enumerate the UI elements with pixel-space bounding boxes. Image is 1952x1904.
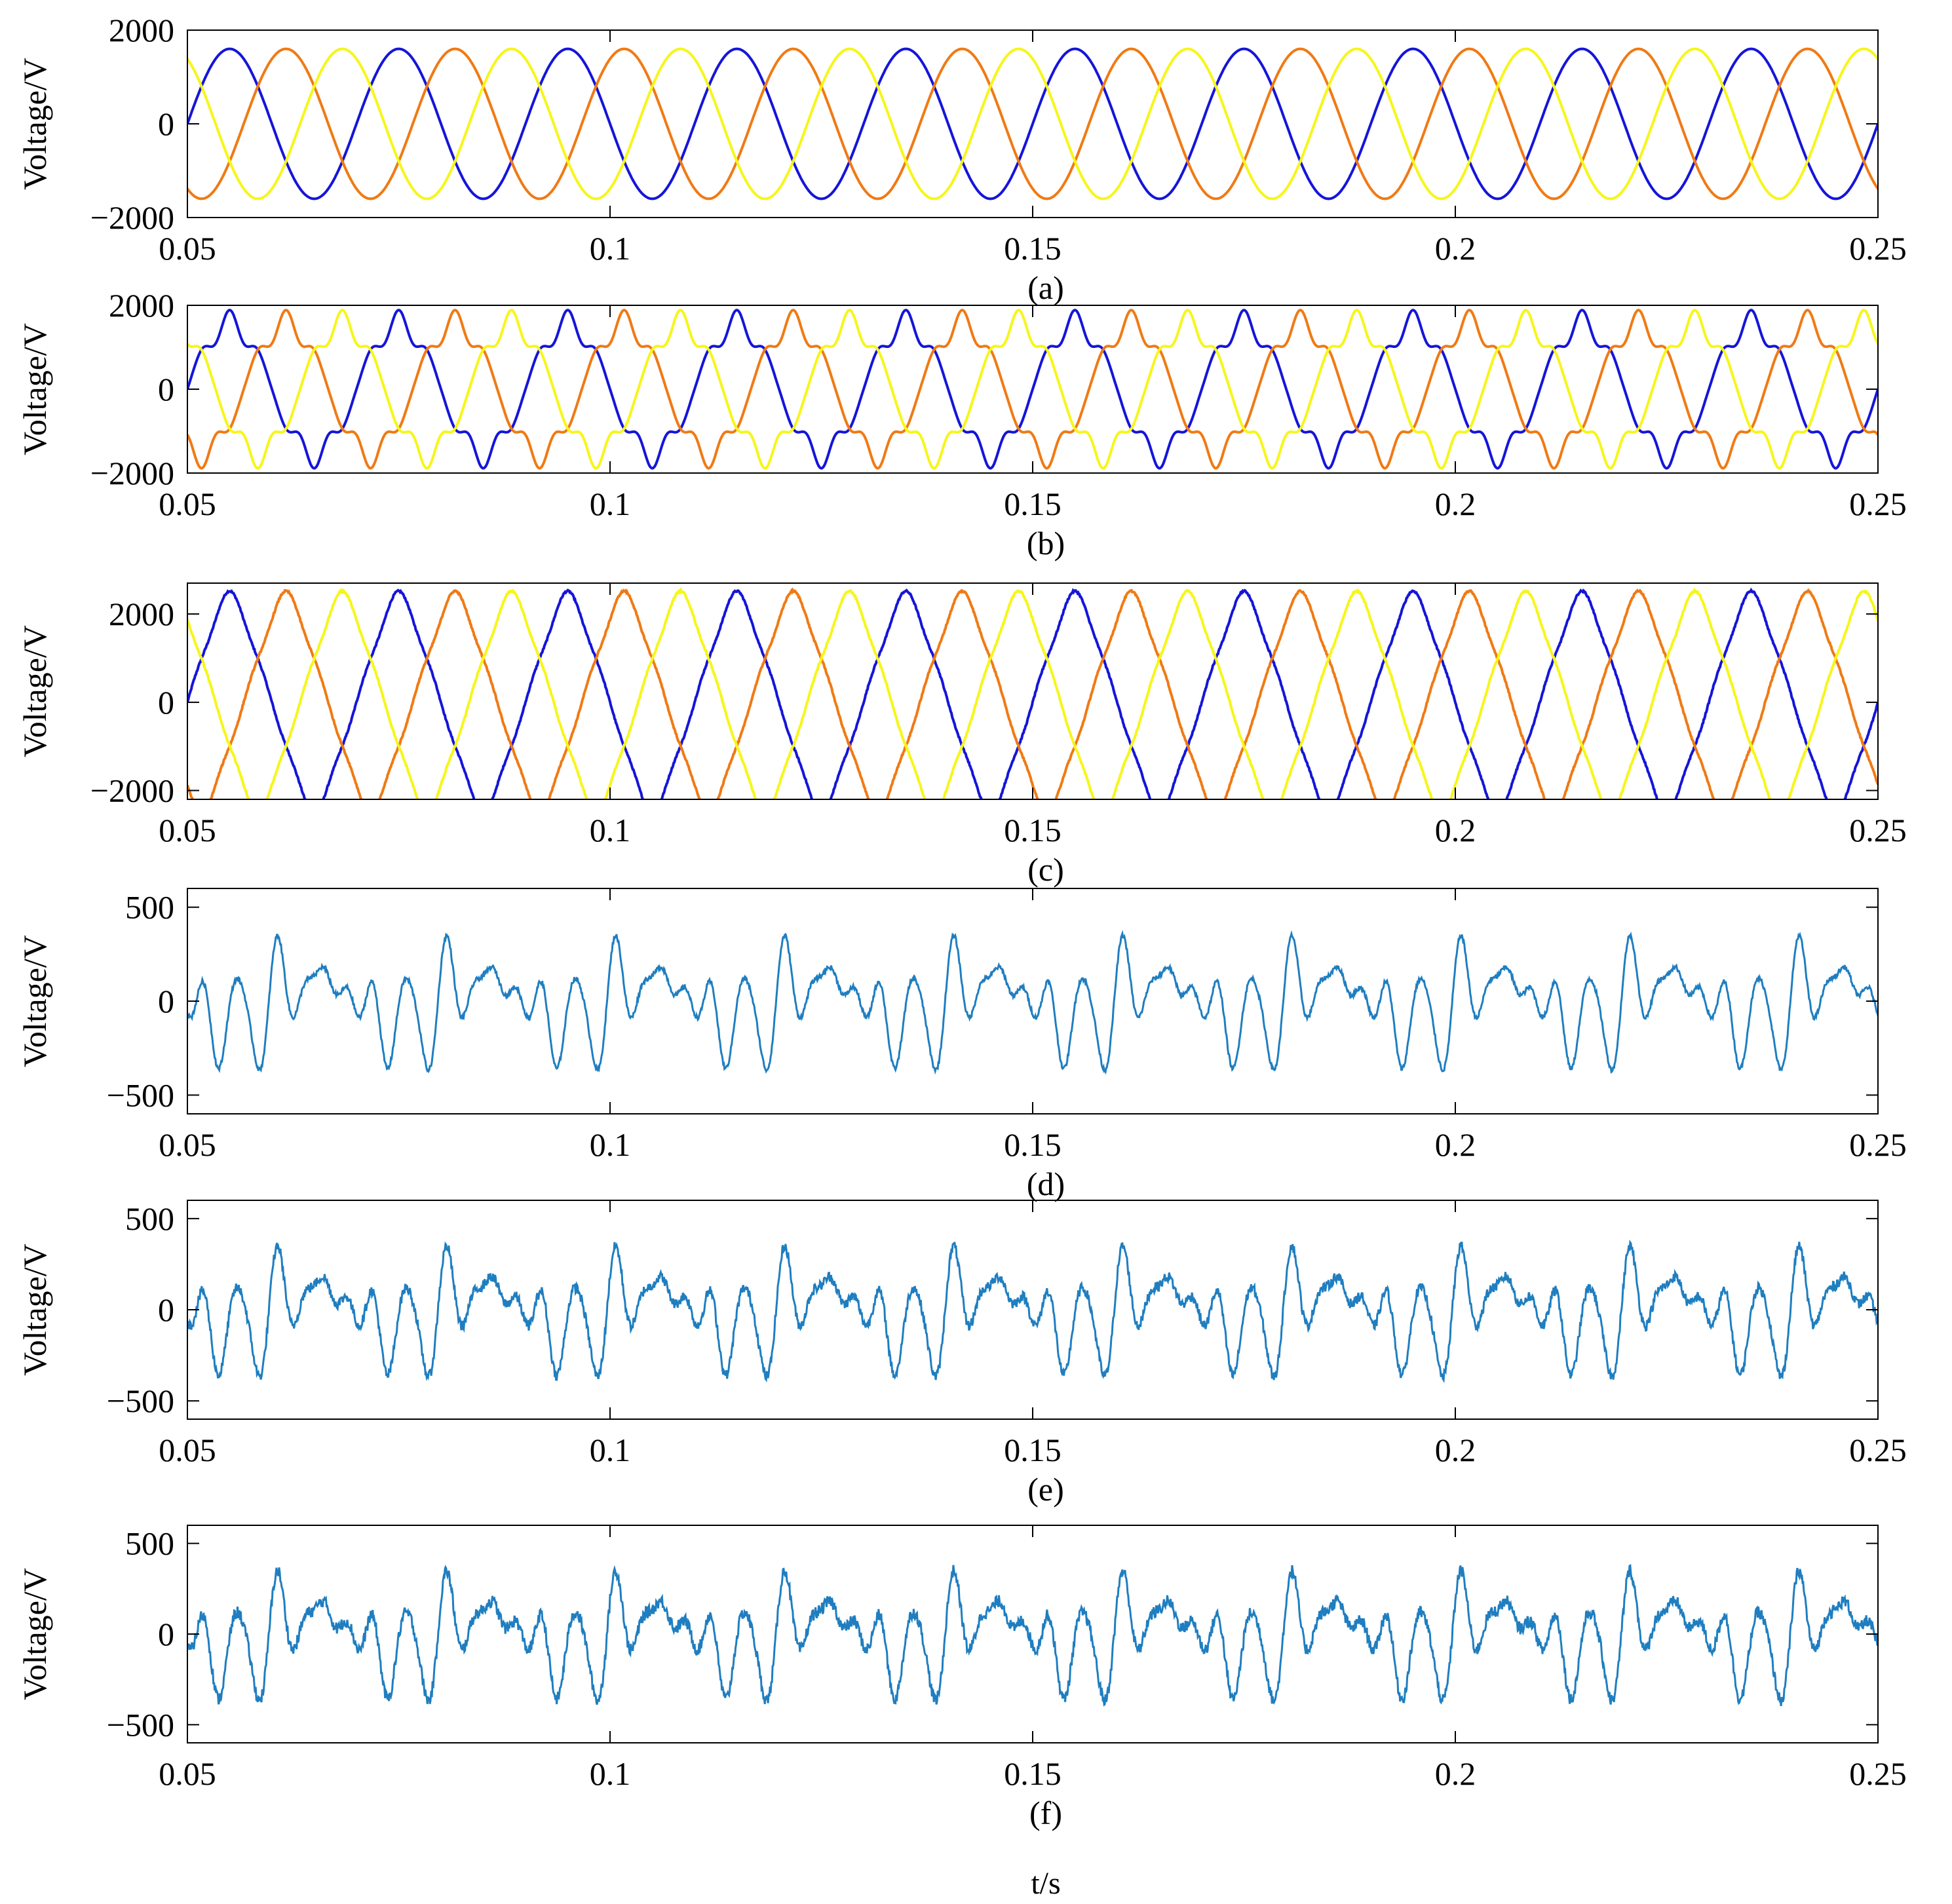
x-tick-label: 0.15 <box>1004 1755 1062 1792</box>
x-tick-label: 0.15 <box>1004 230 1062 267</box>
panel-label: (e) <box>1027 1471 1064 1508</box>
x-tick-label: 0.15 <box>1004 1126 1062 1163</box>
x-tick-label: 0.05 <box>159 1755 216 1792</box>
y-tick-label: 2000 <box>109 287 174 324</box>
x-tick-label: 0.25 <box>1849 1126 1907 1163</box>
y-tick-label: 0 <box>158 105 174 142</box>
plot-frame <box>187 582 1879 800</box>
series-line-phase-b <box>187 587 1878 799</box>
series-line-phase-b <box>187 309 1878 470</box>
x-tick-label: 0.2 <box>1435 1126 1476 1163</box>
y-axis-label: Voltage/V <box>16 625 53 757</box>
y-tick-label: 500 <box>125 1525 174 1562</box>
chart-panel-a: 0.05 0.1 0.15 0.2 0.25 2000 0 −2000 Voltage/V (a) <box>16 12 1907 306</box>
panel-label: (f) <box>1029 1795 1062 1831</box>
y-tick-label: 2000 <box>109 12 174 48</box>
x-tick-label: 0.1 <box>590 812 631 848</box>
y-axis-label: Voltage/V <box>16 58 53 190</box>
x-tick-label: 0.25 <box>1849 812 1907 848</box>
series-line-phase-c <box>187 47 1878 200</box>
series-line-phase-c <box>187 309 1878 470</box>
y-tick-label: −500 <box>107 1382 174 1419</box>
panel-label: (d) <box>1027 1166 1065 1202</box>
chart-panel-b: 0.05 0.1 0.15 0.2 0.25 2000 0 −2000 Voltage/V (b) <box>16 287 1907 562</box>
y-tick-label: 0 <box>158 1291 174 1328</box>
y-tick-label: −2000 <box>90 199 174 236</box>
y-tick-label: 0 <box>158 1616 174 1652</box>
plot-frame <box>187 1200 1879 1420</box>
panel-label: (c) <box>1027 851 1064 888</box>
y-tick-label: 0 <box>158 983 174 1019</box>
x-tick-label: 0.05 <box>159 1432 216 1468</box>
x-tick-label: 0.15 <box>1004 812 1062 848</box>
y-tick-label: 500 <box>125 889 174 926</box>
y-tick-label: −2000 <box>90 455 174 491</box>
panels: 0.05 0.1 0.15 0.2 0.25 2000 0 −2000 Voltage/V (a)… <box>16 12 1907 1831</box>
x-tick-label: 0.15 <box>1004 486 1062 522</box>
x-tick-label: 0.2 <box>1435 1755 1476 1792</box>
x-tick-label: 0.1 <box>590 230 631 267</box>
x-tick-label: 0.05 <box>159 486 216 522</box>
x-tick-label: 0.2 <box>1435 486 1476 522</box>
series-line-phase-a <box>187 309 1878 470</box>
x-tick-label: 0.1 <box>590 486 631 522</box>
series-line-voltage <box>187 1239 1878 1383</box>
chart-panel-f: 0.05 0.1 0.15 0.2 0.25 500 0 −500 Voltage/V (f) <box>16 1525 1907 1831</box>
y-tick-label: 0 <box>158 371 174 408</box>
y-axis-label: Voltage/V <box>16 935 53 1067</box>
plot-frame <box>187 1525 1879 1743</box>
y-tick-label: 500 <box>125 1200 174 1237</box>
x-tick-label: 0.25 <box>1849 230 1907 267</box>
y-axis-label: Voltage/V <box>16 1244 53 1376</box>
series-line-phase-b <box>187 47 1878 200</box>
x-tick-label: 0.1 <box>590 1432 631 1468</box>
panel-label: (a) <box>1027 269 1064 306</box>
chart-panel-d: 0.05 0.1 0.15 0.2 0.25 500 0 −500 Voltage/V (d) <box>16 888 1907 1202</box>
x-tick-label: 0.05 <box>159 230 216 267</box>
plot-frame <box>187 888 1879 1114</box>
x-tick-label: 0.1 <box>590 1755 631 1792</box>
x-tick-label: 0.25 <box>1849 1755 1907 1792</box>
y-tick-label: −2000 <box>90 772 174 809</box>
y-tick-label: 0 <box>158 684 174 721</box>
series-line-phase-a <box>187 47 1878 200</box>
panel-label: (b) <box>1027 525 1065 562</box>
x-tick-label: 0.05 <box>159 1126 216 1163</box>
chart-panel-c: 0.05 0.1 0.15 0.2 0.25 2000 0 −2000 Voltage/V (c) <box>16 582 1907 888</box>
series-line-voltage <box>187 1564 1878 1707</box>
series-line-phase-a <box>187 587 1878 799</box>
y-tick-label: 2000 <box>109 596 174 632</box>
y-axis-label: Voltage/V <box>16 1568 53 1700</box>
y-tick-label: −500 <box>107 1076 174 1113</box>
x-tick-label: 0.15 <box>1004 1432 1062 1468</box>
series-line-phase-c <box>187 586 1878 799</box>
x-tick-label: 0.2 <box>1435 1432 1476 1468</box>
x-tick-label: 0.1 <box>590 1126 631 1163</box>
y-axis-label: Voltage/V <box>16 323 53 455</box>
x-tick-label: 0.2 <box>1435 812 1476 848</box>
x-axis-label: t/s <box>1031 1866 1060 1901</box>
x-tick-label: 0.25 <box>1849 1432 1907 1468</box>
x-tick-label: 0.2 <box>1435 230 1476 267</box>
y-tick-label: −500 <box>107 1706 174 1743</box>
x-tick-label: 0.25 <box>1849 486 1907 522</box>
series-line-voltage <box>187 930 1878 1075</box>
x-tick-label: 0.05 <box>159 812 216 848</box>
chart-panel-e: 0.05 0.1 0.15 0.2 0.25 500 0 −500 Voltage/V (e) <box>16 1200 1907 1508</box>
